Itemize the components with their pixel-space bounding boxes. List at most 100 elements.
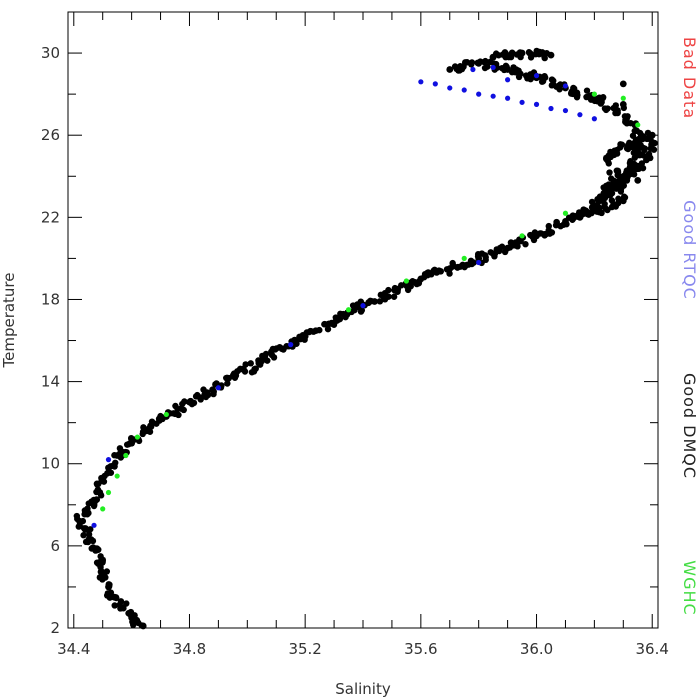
data-point — [476, 91, 482, 97]
data-point — [576, 213, 584, 221]
data-point — [105, 457, 112, 463]
data-point — [104, 470, 111, 477]
data-point — [98, 474, 105, 482]
data-point — [385, 286, 392, 294]
legend-item: Bad Data — [680, 37, 699, 119]
data-point — [97, 568, 105, 576]
data-point — [174, 405, 181, 413]
data-point — [324, 325, 332, 333]
data-point — [411, 278, 418, 286]
data-point — [461, 87, 467, 93]
data-point — [480, 58, 488, 66]
data-point — [88, 545, 95, 552]
plot-frame — [67, 11, 659, 629]
data-point — [194, 391, 201, 399]
data-point — [612, 109, 619, 117]
data-point — [403, 278, 409, 284]
data-point — [545, 222, 552, 230]
data-point — [134, 434, 141, 440]
data-point — [533, 101, 540, 107]
data-point — [394, 288, 401, 295]
data-point — [522, 72, 530, 79]
data-point — [591, 91, 597, 97]
data-point — [251, 365, 258, 373]
data-point — [171, 410, 179, 418]
data-point — [461, 255, 467, 261]
data-point — [638, 160, 646, 167]
data-point — [617, 188, 625, 195]
data-point — [447, 85, 453, 91]
data-point — [507, 239, 515, 246]
data-point — [505, 77, 511, 83]
data-point — [210, 388, 217, 395]
data-point — [316, 326, 323, 334]
data-point — [486, 58, 494, 66]
data-point — [116, 445, 124, 452]
data-point — [147, 423, 155, 430]
data-point — [601, 203, 608, 210]
x-tick-label: 36.4 — [636, 640, 669, 658]
data-point — [606, 169, 613, 176]
data-point — [510, 64, 517, 71]
data-point — [533, 47, 540, 55]
data-point — [614, 171, 621, 179]
data-point — [449, 259, 456, 267]
data-point — [591, 206, 599, 213]
data-point — [85, 536, 92, 543]
data-point — [557, 81, 564, 88]
data-point — [103, 568, 111, 575]
series-good-rtqc — [91, 64, 597, 528]
legend-item: WGHC — [680, 560, 699, 615]
series-good-dmqc — [73, 47, 658, 630]
data-point — [631, 127, 638, 135]
y-tick-label: 2 — [50, 619, 60, 637]
data-point — [187, 397, 194, 405]
data-point — [93, 496, 100, 503]
data-point — [91, 522, 97, 528]
data-point — [100, 506, 106, 512]
data-point — [436, 268, 444, 275]
data-point — [106, 581, 113, 588]
data-point — [585, 210, 593, 217]
data-point — [377, 291, 384, 299]
data-point — [641, 145, 649, 152]
data-point — [88, 498, 95, 505]
data-point — [611, 182, 618, 189]
data-point — [368, 297, 375, 305]
data-point — [224, 380, 231, 387]
data-point — [398, 282, 405, 289]
data-point — [621, 113, 629, 120]
data-point — [104, 590, 112, 597]
data-point — [126, 610, 134, 618]
data-point — [548, 76, 556, 83]
data-point — [568, 89, 575, 96]
x-tick-label: 35.6 — [404, 640, 437, 658]
data-point — [256, 361, 264, 368]
data-point — [624, 145, 632, 153]
data-point — [336, 315, 344, 323]
data-point — [112, 459, 119, 466]
data-point — [204, 391, 212, 399]
data-point — [80, 525, 88, 532]
y-tick-label: 14 — [41, 373, 60, 391]
data-point — [262, 350, 270, 358]
data-point — [562, 210, 569, 216]
data-point — [548, 105, 554, 112]
data-point — [291, 336, 298, 344]
data-point — [583, 87, 591, 94]
data-point — [474, 59, 481, 67]
x-axis: 34.4 34.8 35.2 35.6 36.0 36.4 — [57, 12, 669, 658]
data-point — [446, 66, 454, 73]
data-point — [84, 505, 91, 512]
data-point — [591, 116, 597, 122]
data-point — [531, 229, 539, 236]
y-tick-label: 6 — [50, 537, 60, 555]
data-point — [390, 293, 398, 300]
legend-item: Good RTQC — [680, 200, 699, 300]
data-point — [635, 135, 642, 143]
data-point — [140, 424, 147, 431]
data-point — [123, 600, 130, 607]
data-point — [418, 79, 424, 85]
data-point — [643, 135, 651, 143]
